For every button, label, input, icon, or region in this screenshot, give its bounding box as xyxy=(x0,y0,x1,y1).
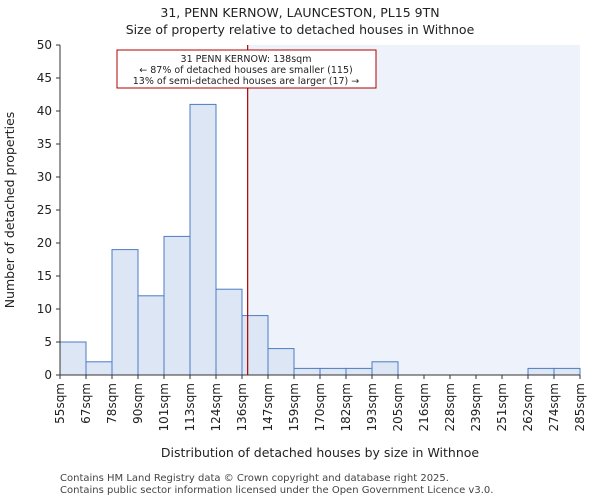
annotation-line-1: 31 PENN KERNOW: 138sqm xyxy=(181,54,312,65)
footer-copyright: Contains HM Land Registry data © Crown c… xyxy=(60,473,449,484)
chart-title: 31, PENN KERNOW, LAUNCESTON, PL15 9TN xyxy=(160,5,440,20)
x-tick-label: 205sqm xyxy=(391,383,405,431)
histogram-bar xyxy=(293,367,321,376)
x-tick-label: 101sqm xyxy=(157,383,171,431)
histogram-bar xyxy=(371,361,399,376)
footer-licence: Contains public sector information licen… xyxy=(60,485,494,496)
x-tick-label: 67sqm xyxy=(79,383,93,424)
y-tick-label: 15 xyxy=(37,269,52,283)
y-tick-label: 50 xyxy=(37,38,52,52)
x-tick-label: 55sqm xyxy=(53,383,67,424)
histogram-chart: 0 5 10 15 20 25 30 35 40 45 50 55sqm 67sqm 78sqm 90sqm… xyxy=(2,38,587,460)
x-axis-label: Distribution of detached houses by size … xyxy=(161,445,480,460)
histogram-bar xyxy=(85,361,113,376)
x-tick-label: 124sqm xyxy=(209,383,223,431)
x-tick-label: 251sqm xyxy=(495,383,509,431)
y-tick-label: 25 xyxy=(37,203,52,217)
annotation-box xyxy=(116,49,377,89)
x-tick-label: 182sqm xyxy=(339,383,353,431)
x-tick-label: 136sqm xyxy=(235,383,249,431)
x-tick-label: 78sqm xyxy=(105,383,119,424)
x-tick-label: 90sqm xyxy=(131,383,145,424)
histogram-bar xyxy=(553,367,581,376)
annotation-line-2: ← 87% of detached houses are smaller (11… xyxy=(139,65,352,76)
y-tick-label: 20 xyxy=(37,236,52,250)
x-tick-label: 239sqm xyxy=(469,383,483,431)
y-axis-label: Number of detached properties xyxy=(2,112,17,309)
y-tick-label: 5 xyxy=(44,335,52,349)
y-tick-label: 10 xyxy=(37,302,52,316)
histogram-bar xyxy=(319,367,347,376)
histogram-bar xyxy=(163,235,191,376)
x-tick-label: 193sqm xyxy=(365,383,379,431)
x-tick-label: 274sqm xyxy=(547,383,561,431)
x-tick-label: 216sqm xyxy=(417,383,431,431)
histogram-bar xyxy=(215,288,243,376)
histogram-bar xyxy=(111,249,139,376)
y-tick-label: 35 xyxy=(37,137,52,151)
y-tick-label: 30 xyxy=(37,170,52,184)
x-tick-label: 147sqm xyxy=(261,383,275,431)
x-tick-label: 228sqm xyxy=(443,383,457,431)
y-tick-label: 45 xyxy=(37,71,52,85)
histogram-bar xyxy=(345,367,373,376)
histogram-bar xyxy=(527,367,555,376)
histogram-bar xyxy=(267,348,295,376)
chart-subtitle: Size of property relative to detached ho… xyxy=(125,22,475,37)
annotation-line-3: 13% of semi-detached houses are larger (… xyxy=(133,76,360,87)
x-tick-label: 170sqm xyxy=(313,383,327,431)
y-tick-label: 40 xyxy=(37,104,52,118)
histogram-bar xyxy=(59,341,87,376)
x-tick-label: 262sqm xyxy=(521,383,535,431)
histogram-bar xyxy=(189,103,217,376)
x-tick-label: 285sqm xyxy=(573,383,587,431)
histogram-bar xyxy=(137,295,165,376)
x-tick-label: 159sqm xyxy=(287,383,301,431)
x-tick-label: 113sqm xyxy=(183,383,197,431)
highlight-region xyxy=(247,45,581,375)
histogram-bar xyxy=(241,315,269,376)
y-tick-label: 0 xyxy=(44,368,52,382)
